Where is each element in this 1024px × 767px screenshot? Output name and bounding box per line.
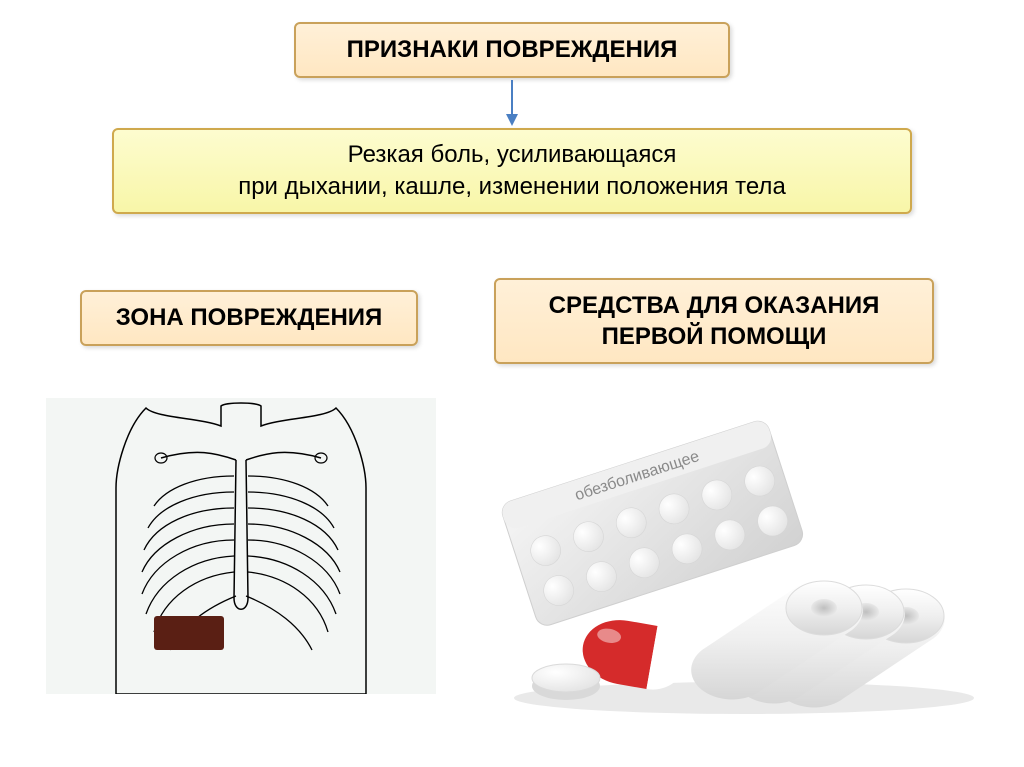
aid-line2: ПЕРВОЙ ПОМОЩИ	[549, 321, 880, 352]
blister-pack: обезболивающее	[499, 418, 805, 628]
medications-illustration: обезболивающее	[494, 398, 982, 718]
injury-description: Резкая боль, усиливающаяся при дыхании, …	[112, 128, 912, 214]
desc-line1: Резкая боль, усиливающаяся	[238, 139, 786, 171]
title-text: ПРИЗНАКИ ПОВРЕЖДЕНИЯ	[347, 36, 678, 64]
torso-ribcage-illustration	[46, 398, 436, 694]
aid-line1: СРЕДСТВА ДЛЯ ОКАЗАНИЯ	[549, 290, 880, 321]
loose-tablet	[532, 664, 600, 700]
injury-zone-title: ЗОНА ПОВРЕЖДЕНИЯ	[80, 290, 418, 346]
arrow-title-to-desc	[505, 80, 519, 126]
first-aid-means-title: СРЕДСТВА ДЛЯ ОКАЗАНИЯ ПЕРВОЙ ПОМОЩИ	[494, 278, 934, 364]
desc-line2: при дыхании, кашле, изменении положения …	[238, 171, 786, 203]
signs-of-injury-title: ПРИЗНАКИ ПОВРЕЖДЕНИЯ	[294, 22, 730, 78]
injury-patch	[154, 616, 224, 650]
zone-text: ЗОНА ПОВРЕЖДЕНИЯ	[116, 304, 383, 332]
